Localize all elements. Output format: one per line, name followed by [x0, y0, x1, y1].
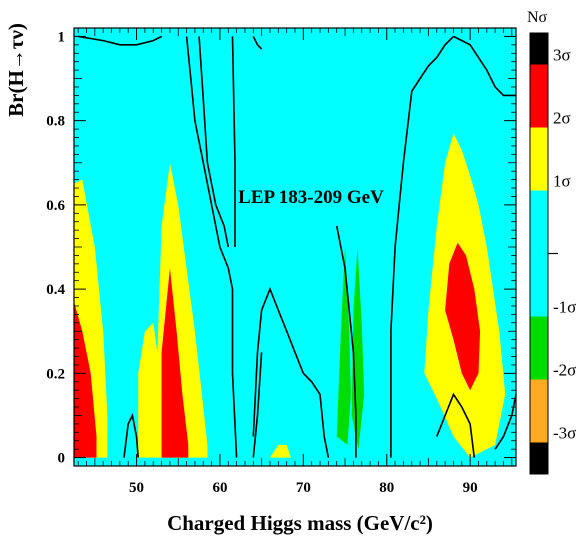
- colorbar-band-3: [530, 190, 548, 317]
- axis-ticks: 50 60 70 80 90 0 0.2 0.4 0.6 0.8 1: [46, 28, 516, 496]
- colorbar-band-6: [530, 442, 548, 474]
- contour-line-4: [252, 286, 330, 458]
- colorbar-label: 3σ: [553, 46, 571, 65]
- contour-line-10: [436, 392, 476, 458]
- y-tick-label: 0.8: [46, 114, 65, 130]
- y-tick-label: 0: [58, 451, 66, 467]
- colorbar-band-0: [530, 33, 548, 65]
- contour-line-7: [335, 225, 357, 458]
- y-tick-label: 1: [58, 29, 66, 45]
- colorbar-band-2: [530, 127, 548, 191]
- colorbar-band-1: [530, 64, 548, 128]
- x-tick-label: 50: [129, 480, 144, 496]
- colorbar-label: 2σ: [553, 109, 571, 128]
- contour-line-1: [185, 36, 238, 458]
- contour-line-3: [231, 36, 236, 247]
- contour-line-8: [390, 35, 455, 458]
- annotation-label: LEP 183-209 GeV: [238, 187, 384, 208]
- colorbar-label: -2σ: [553, 361, 576, 380]
- y-tick-label: 0.6: [46, 198, 65, 214]
- contour-line-11: [494, 394, 517, 450]
- colorbar-band-5: [530, 379, 548, 443]
- colorbar: 3σ 2σ 1σ -1σ -2σ -3σ: [529, 32, 576, 475]
- colorbar-label: -1σ: [553, 298, 576, 317]
- colorbar-label: 1σ: [553, 172, 571, 191]
- x-tick-label: 70: [296, 480, 311, 496]
- contour-line-0: [78, 35, 162, 46]
- y-axis-title: Br(H→τν): [4, 23, 28, 117]
- plot-area: [74, 28, 517, 466]
- contour-line-12: [123, 413, 139, 458]
- x-tick-label: 80: [379, 480, 394, 496]
- y-tick-label: 0.2: [46, 366, 65, 382]
- colorbar-title: Nσ: [527, 9, 548, 26]
- x-tick-label: 60: [212, 480, 227, 496]
- contour-line-2: [198, 36, 230, 248]
- x-tick-label: 90: [463, 480, 478, 496]
- colorbar-label: -3σ: [553, 424, 576, 443]
- colorbar-band-4: [530, 316, 548, 380]
- heatmap-region-4: [270, 444, 291, 458]
- heatmap-region-1: [74, 301, 97, 458]
- x-axis-title: Charged Higgs mass (GeV/c²): [167, 511, 433, 535]
- heatmap-region-3: [161, 268, 189, 458]
- contour-line-5: [252, 352, 263, 458]
- contour-line-9: [453, 35, 516, 97]
- contour-line-6: [252, 36, 263, 50]
- heatmap-region-8: [445, 242, 481, 391]
- y-tick-label: 0.4: [46, 282, 65, 298]
